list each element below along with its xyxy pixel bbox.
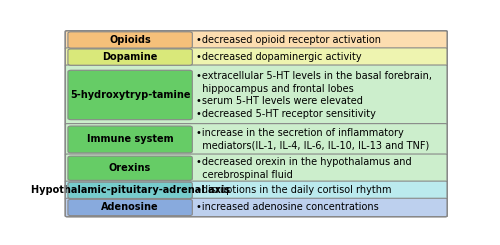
- Text: •increase in the secretion of inflammatory
  mediators(IL-1, IL-4, IL-6, IL-10, : •increase in the secretion of inflammato…: [196, 128, 430, 151]
- FancyBboxPatch shape: [68, 182, 192, 198]
- Text: •decreased orexin in the hypothalamus and
  cerebrospinal fluid: •decreased orexin in the hypothalamus an…: [196, 157, 412, 180]
- FancyBboxPatch shape: [65, 65, 448, 125]
- FancyBboxPatch shape: [65, 154, 448, 183]
- FancyBboxPatch shape: [68, 199, 192, 216]
- FancyBboxPatch shape: [68, 70, 192, 120]
- FancyBboxPatch shape: [65, 198, 448, 217]
- Text: Adenosine: Adenosine: [102, 203, 159, 212]
- FancyBboxPatch shape: [68, 49, 192, 65]
- Text: Dopamine: Dopamine: [102, 52, 158, 62]
- Text: •decreased dopaminergic activity: •decreased dopaminergic activity: [196, 52, 362, 62]
- FancyBboxPatch shape: [68, 156, 192, 180]
- Text: Immune system: Immune system: [87, 135, 174, 145]
- FancyBboxPatch shape: [68, 32, 192, 48]
- Text: •decreased opioid receptor activation: •decreased opioid receptor activation: [196, 35, 381, 45]
- Text: •extracellular 5-HT levels in the basal forebrain,
  hippocampus and frontal lob: •extracellular 5-HT levels in the basal …: [196, 71, 432, 119]
- FancyBboxPatch shape: [68, 126, 192, 153]
- Text: Hypothalamic-pituitary-adrenal axis: Hypothalamic-pituitary-adrenal axis: [30, 185, 230, 195]
- Text: Orexins: Orexins: [109, 163, 151, 173]
- Text: •disruptions in the daily cortisol rhythm: •disruptions in the daily cortisol rhyth…: [196, 185, 392, 195]
- FancyBboxPatch shape: [65, 31, 448, 49]
- FancyBboxPatch shape: [65, 48, 448, 66]
- Text: •increased adenosine concentrations: •increased adenosine concentrations: [196, 203, 379, 212]
- FancyBboxPatch shape: [65, 124, 448, 155]
- FancyBboxPatch shape: [65, 181, 448, 200]
- Text: 5-hydroxytryp-tamine: 5-hydroxytryp-tamine: [70, 90, 190, 100]
- Text: Opioids: Opioids: [109, 35, 151, 45]
